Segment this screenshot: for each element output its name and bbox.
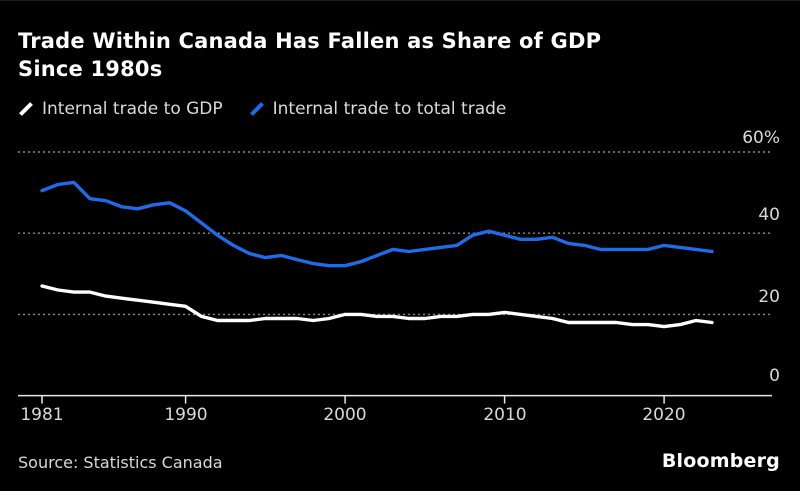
y-axis-label-60: 60% xyxy=(742,128,780,148)
x-axis-label-2020: 2020 xyxy=(642,405,686,425)
title-line-1: Trade Within Canada Has Fallen as Share … xyxy=(18,29,602,53)
x-axis-label-1981: 1981 xyxy=(20,405,64,425)
chart-title: Trade Within Canada Has Fallen as Share … xyxy=(18,27,601,83)
legend-label-internal-trade-to-total-trade: Internal trade to total trade xyxy=(272,99,507,119)
legend: Internal trade to GDP Internal trade to … xyxy=(18,99,506,119)
y-axis-label-40: 40 xyxy=(758,205,780,225)
x-axis-label-1990: 1990 xyxy=(164,405,208,425)
title-line-2: Since 1980s xyxy=(18,57,163,81)
white-line-swatch-icon xyxy=(19,102,33,116)
source-credit: Source: Statistics Canada xyxy=(18,453,223,472)
y-axis-label-20: 20 xyxy=(758,287,780,307)
series-line-internal-trade-to-total-trade xyxy=(40,180,714,268)
blue-line-swatch-icon xyxy=(249,102,264,116)
x-axis-label-2010: 2010 xyxy=(483,405,527,425)
bloomberg-logo: Bloomberg xyxy=(661,450,780,472)
y-axis-label-0: 0 xyxy=(769,366,780,386)
series-line-internal-trade-to-gdp xyxy=(40,284,714,329)
legend-label-internal-trade-to-gdp: Internal trade to GDP xyxy=(42,99,223,119)
legend-item-internal-trade-to-total-trade: Internal trade to total trade xyxy=(249,99,507,119)
x-axis-label-2000: 2000 xyxy=(323,405,367,425)
legend-item-internal-trade-to-gdp: Internal trade to GDP xyxy=(18,99,223,119)
